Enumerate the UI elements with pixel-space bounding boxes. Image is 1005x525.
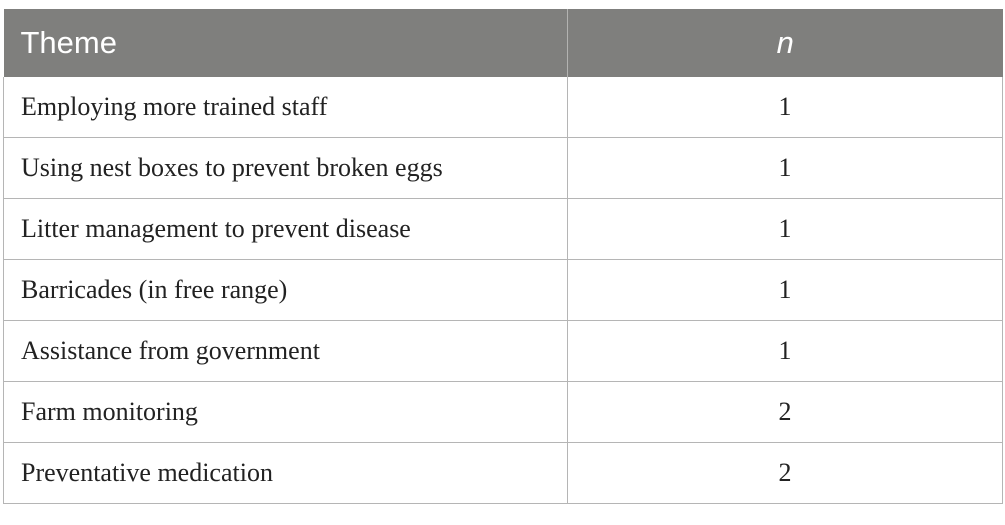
table-row: Farm monitoring 2 [3,381,1003,443]
theme-table-container: Theme n Employing more trained staff 1 U… [3,9,1003,504]
theme-table: Theme n Employing more trained staff 1 U… [3,9,1003,504]
table-row: Barricades (in free range) 1 [3,259,1003,321]
n-cell: 2 [567,442,1003,504]
table-row: Assistance from government 1 [3,320,1003,382]
header-n: n [567,9,1003,77]
table-row: Employing more trained staff 1 [3,77,1003,138]
n-cell: 1 [567,259,1003,321]
theme-cell: Using nest boxes to prevent broken eggs [3,137,568,199]
n-cell: 1 [567,77,1003,138]
n-cell: 1 [567,137,1003,199]
theme-cell: Farm monitoring [3,381,568,443]
table-row: Using nest boxes to prevent broken eggs … [3,137,1003,199]
table-body: Employing more trained staff 1 Using nes… [3,77,1003,504]
header-row: Theme n [3,9,1003,77]
n-cell: 1 [567,198,1003,260]
header-theme: Theme [3,9,568,77]
n-cell: 1 [567,320,1003,382]
theme-cell: Preventative medication [3,442,568,504]
table-header: Theme n [3,9,1003,77]
theme-cell: Employing more trained staff [3,77,568,138]
table-row: Preventative medication 2 [3,442,1003,504]
theme-cell: Litter management to prevent disease [3,198,568,260]
n-cell: 2 [567,381,1003,443]
table-row: Litter management to prevent disease 1 [3,198,1003,260]
theme-cell: Assistance from government [3,320,568,382]
theme-cell: Barricades (in free range) [3,259,568,321]
